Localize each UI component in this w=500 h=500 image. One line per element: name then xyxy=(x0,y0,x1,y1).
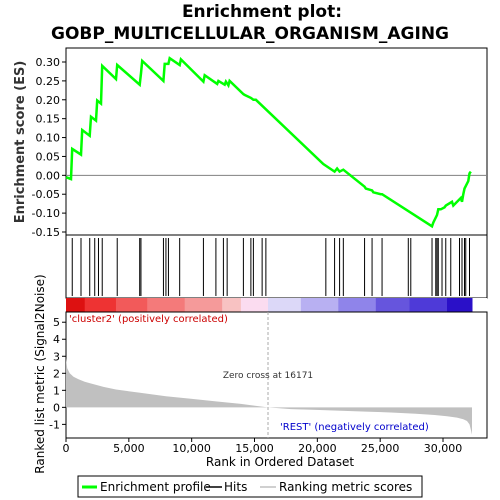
rank-x-axis-ticks: 0 5,000 10,000 15,000 20,000 25,000 30,000 xyxy=(63,438,463,455)
metric-y-tick-label: 4 xyxy=(53,333,60,346)
colorbar-segment xyxy=(240,298,269,312)
x-tick-label: 5,000 xyxy=(113,442,145,455)
zero-cross-label: Zero cross at 16171 xyxy=(223,371,313,381)
x-tick-label: 15,000 xyxy=(235,442,274,455)
es-y-tick-label: 0.25 xyxy=(36,75,61,88)
metric-y-tick-label: -1 xyxy=(49,418,60,431)
es-y-tick-label: 0.10 xyxy=(36,132,61,145)
colorbar-segment xyxy=(222,298,242,312)
colorbar-segment xyxy=(375,298,411,312)
x-tick-label: 20,000 xyxy=(298,442,337,455)
x-tick-label: 30,000 xyxy=(424,442,463,455)
metric-y-axis-label: Ranked list metric (Signal2Noise) xyxy=(33,274,47,473)
colorbar-segment xyxy=(115,298,148,312)
metric-y-axis-ticks: 5 4 3 2 1 0 -1 xyxy=(49,316,66,431)
es-y-tick-label: -0.15 xyxy=(32,226,60,239)
ranking-metric-area xyxy=(66,358,472,435)
colorbar-segment xyxy=(147,298,186,312)
colorbar-segment xyxy=(300,298,339,312)
colorbar-segment xyxy=(338,298,377,312)
es-panel-frame xyxy=(65,47,488,236)
legend-enrichment-label: Enrichment profile xyxy=(100,480,211,494)
es-y-tick-label: -0.05 xyxy=(32,188,60,201)
es-y-tick-label: 0.00 xyxy=(36,169,61,182)
colorbar-segment xyxy=(84,298,117,312)
legend-metric-label: Ranking metric scores xyxy=(279,480,412,494)
rank-colorbar xyxy=(66,298,473,312)
colorbar-segment xyxy=(447,298,473,312)
es-y-axis-ticks: 0.30 0.25 0.20 0.15 0.10 0.05 0.00 -0.05 -0.10 -0… xyxy=(32,56,66,239)
x-tick-label: 0 xyxy=(63,442,70,455)
metric-y-tick-label: 1 xyxy=(53,384,60,397)
metric-y-tick-label: 3 xyxy=(53,350,60,363)
es-y-tick-label: 0.20 xyxy=(36,94,61,107)
hits-panel-frame xyxy=(65,234,488,299)
metric-panel-frame xyxy=(65,311,488,439)
metric-y-tick-label: 0 xyxy=(53,401,60,414)
colorbar-segment xyxy=(268,298,302,312)
colorbar-segment xyxy=(409,298,448,312)
enrichment-profile-line xyxy=(65,56,472,229)
es-y-axis-label: Enrichment score (ES) xyxy=(13,61,28,224)
x-tick-label: 10,000 xyxy=(172,442,211,455)
negative-correlation-label: 'REST' (negatively correlated) xyxy=(280,422,429,433)
colorbar-segment xyxy=(66,298,86,312)
x-tick-label: 25,000 xyxy=(361,442,400,455)
metric-y-tick-label: 5 xyxy=(53,316,60,329)
es-y-tick-label: 0.15 xyxy=(36,113,61,126)
positive-correlation-label: 'cluster2' (positively correlated) xyxy=(69,314,228,325)
title-line-1: Enrichment plot: xyxy=(182,2,342,22)
es-y-tick-label: 0.05 xyxy=(36,150,61,163)
x-axis-label: Rank in Ordered Dataset xyxy=(206,455,354,469)
hit-marks xyxy=(71,238,471,296)
colorbar-segment xyxy=(184,298,223,312)
es-y-tick-label: -0.10 xyxy=(32,207,60,220)
legend-box xyxy=(77,475,423,498)
metric-y-tick-label: 2 xyxy=(53,367,60,380)
legend-hits-label: Hits xyxy=(224,480,247,494)
es-y-tick-label: 0.30 xyxy=(36,56,61,69)
title-line-2: GOBP_MULTICELLULAR_ORGANISM_AGING xyxy=(51,24,449,44)
